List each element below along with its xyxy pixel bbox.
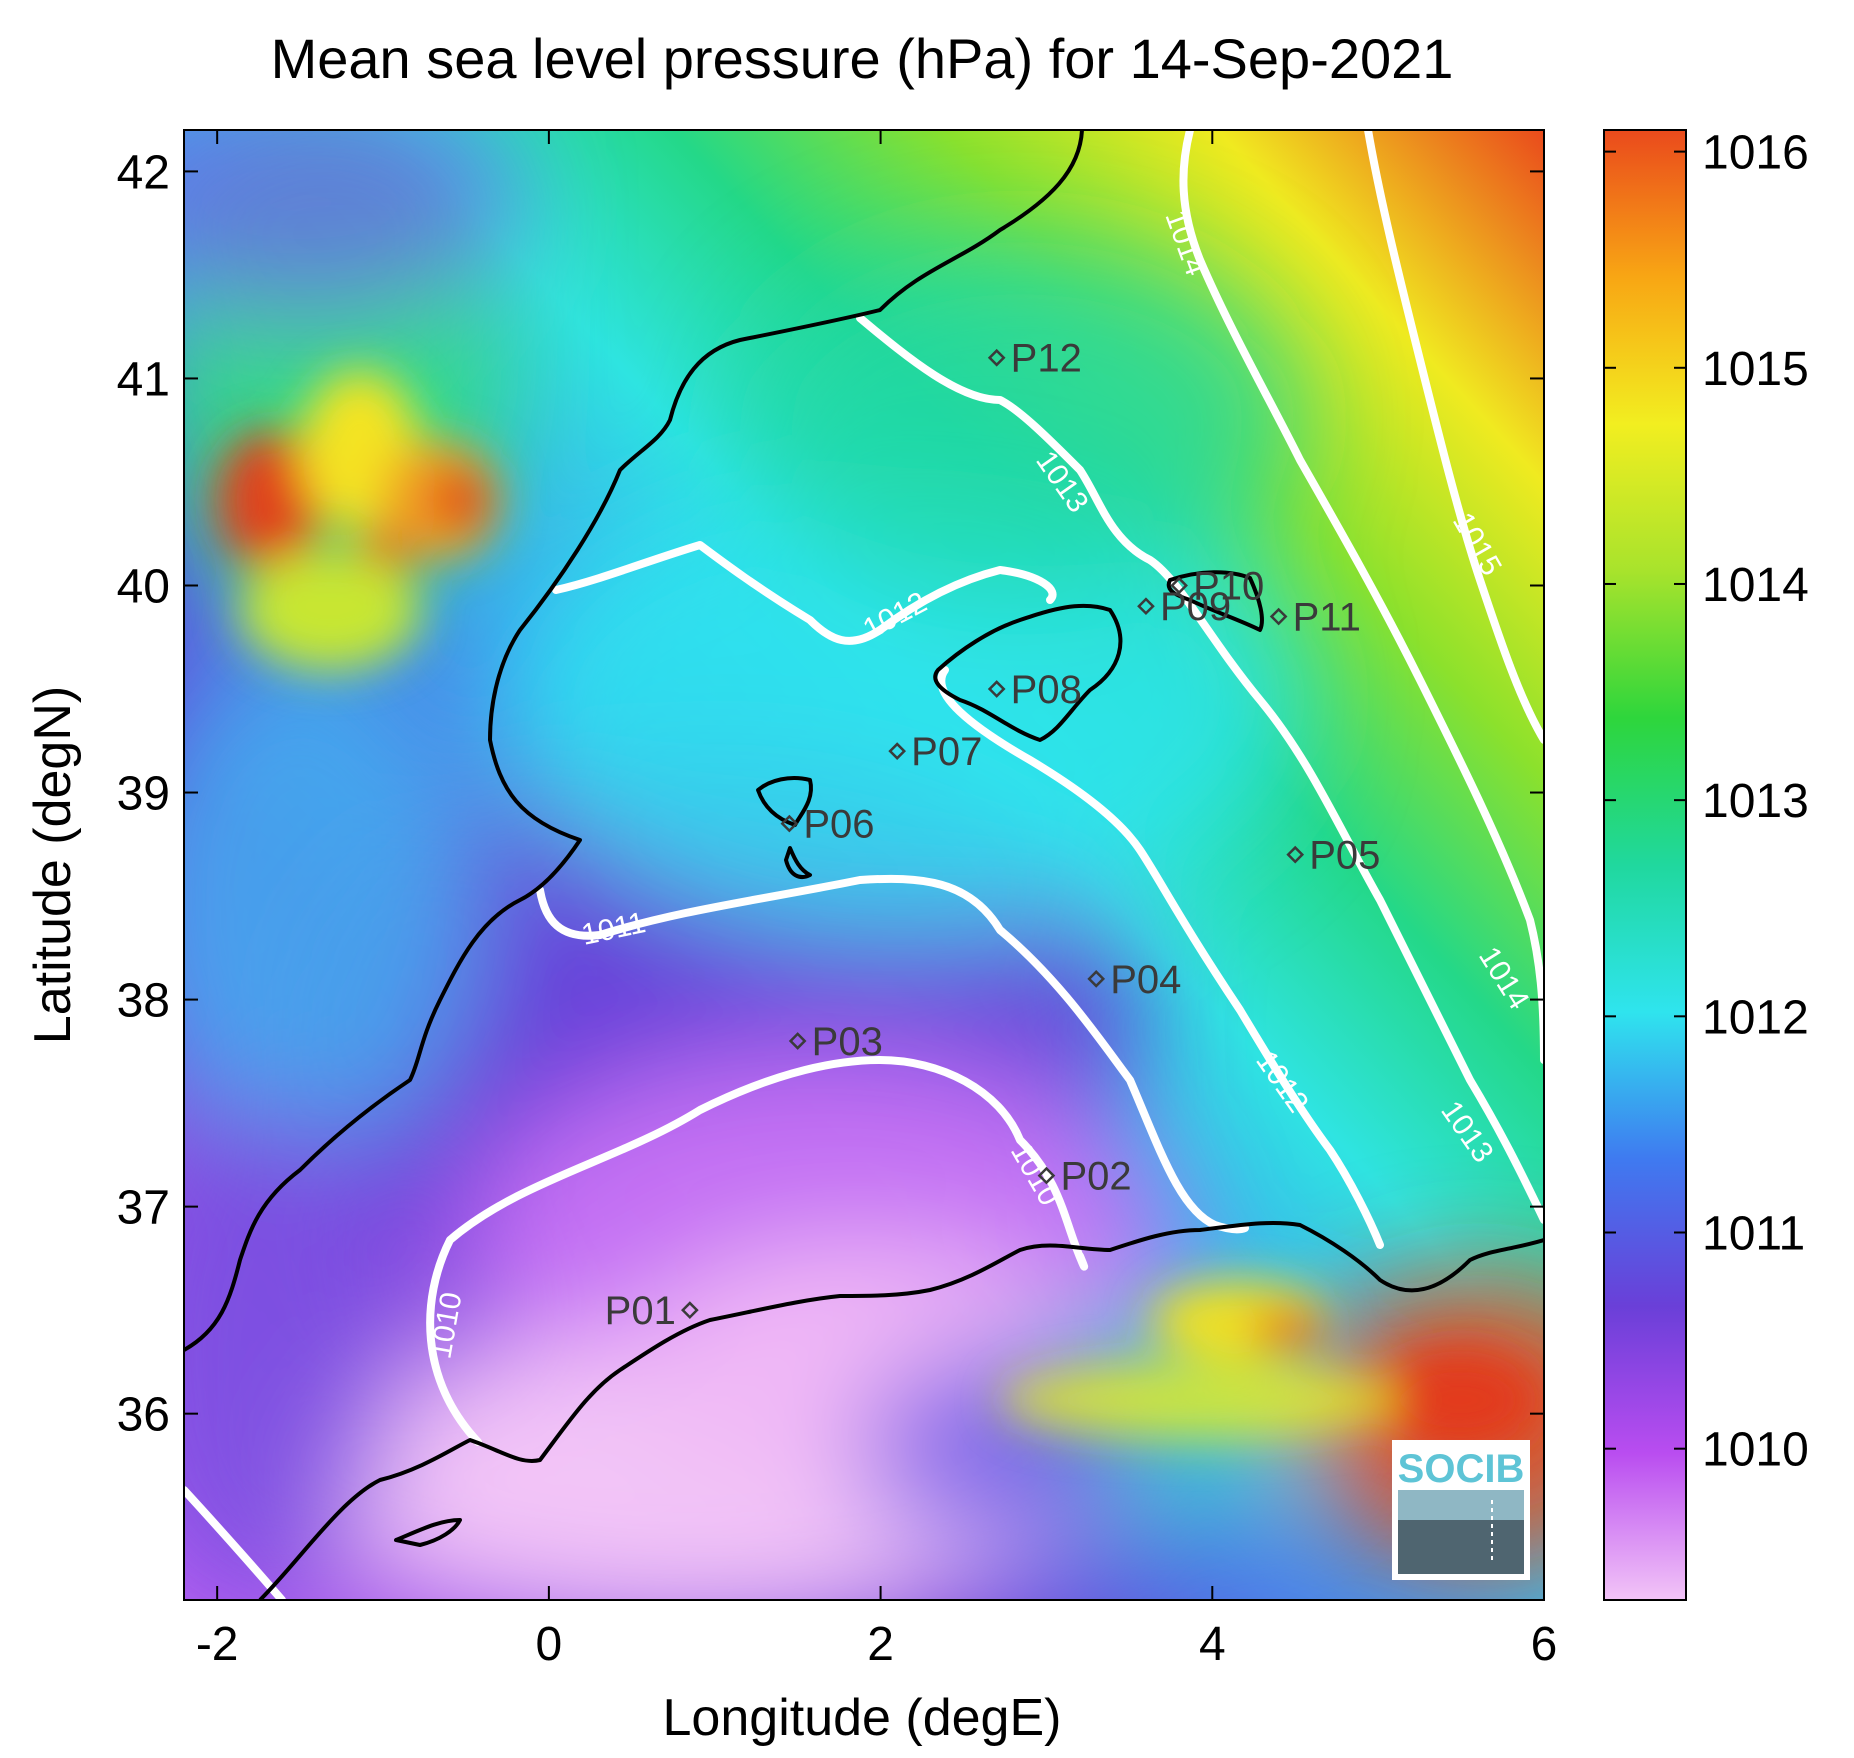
station-label: P11 — [1293, 596, 1361, 640]
y-tick-label: 42 — [117, 146, 170, 199]
coastline-menorca — [1166, 570, 1264, 632]
socib-logo-text: SOCIB — [1398, 1447, 1525, 1491]
y-axis: 36 37 38 39 40 41 42 — [117, 146, 1544, 1442]
x-tick-label: 2 — [867, 1618, 894, 1671]
socib-logo: SOCIB — [1392, 1440, 1530, 1580]
station-label: P03 — [812, 1020, 883, 1064]
colorbar-tick-label: 1010 — [1702, 1424, 1809, 1477]
contour-1015 — [1364, 130, 1544, 744]
y-tick-label: 37 — [117, 1182, 170, 1235]
coastline-alboran — [394, 1518, 462, 1547]
x-axis: -2 0 2 4 6 — [196, 130, 1558, 1671]
colorbar-tick-label: 1016 — [1702, 127, 1809, 180]
station-p07[interactable]: P07 — [888, 730, 982, 774]
colorbar-tick-label: 1015 — [1702, 343, 1809, 396]
y-tick-label: 41 — [117, 353, 170, 406]
station-label: P01 — [605, 1289, 676, 1333]
station-marker — [1286, 845, 1305, 864]
station-label: P07 — [911, 730, 982, 774]
station-p09[interactable]: P09 — [1137, 585, 1231, 629]
colorbar-tick-label: 1012 — [1702, 991, 1809, 1044]
y-tick-label: 38 — [117, 975, 170, 1028]
coastline-ibiza — [756, 776, 813, 880]
land-pressure-features — [215, 370, 1540, 1450]
station-marker — [1087, 970, 1106, 988]
plot-frame — [183, 129, 1545, 1601]
pressure-contours — [184, 130, 1544, 1600]
colorbar-ticks: 1010 1011 1012 1013 1014 1015 1016 — [1604, 127, 1809, 1477]
station-p03[interactable]: P03 — [788, 1020, 883, 1064]
coastline-north-africa — [258, 1220, 1544, 1600]
y-tick-label: 36 — [117, 1389, 170, 1442]
station-label: P05 — [1309, 834, 1380, 878]
coastline-mallorca — [933, 603, 1123, 742]
station-label: P06 — [803, 803, 874, 847]
colorbar-tick-label: 1014 — [1702, 559, 1809, 612]
station-label: P02 — [1060, 1155, 1131, 1199]
station-marker — [888, 742, 907, 760]
colorbar-tick-label: 1013 — [1702, 775, 1809, 828]
station-p12[interactable]: P12 — [987, 337, 1082, 381]
station-p05[interactable]: P05 — [1286, 834, 1380, 878]
x-tick-label: 4 — [1199, 1618, 1226, 1671]
contour-1010 — [426, 1056, 1089, 1446]
station-marker — [1137, 597, 1155, 616]
pressure-field-shading — [184, 130, 1544, 1600]
map-title: Mean sea level pressure (hPa) for 14-Sep… — [271, 27, 1454, 90]
station-marker — [788, 1032, 807, 1050]
station-p02[interactable]: P02 — [1037, 1155, 1132, 1199]
station-p11[interactable]: P11 — [1269, 596, 1361, 640]
station-label: P10 — [1193, 564, 1264, 608]
y-axis-label: Latitude (degN) — [24, 686, 82, 1044]
station-marker — [780, 814, 799, 833]
station-marker — [1170, 576, 1188, 595]
colorbar-tick-label: 1011 — [1702, 1208, 1805, 1261]
station-label: P09 — [1160, 585, 1231, 629]
station-p06[interactable]: P06 — [780, 803, 875, 847]
station-marker — [1269, 607, 1288, 626]
station-label: P08 — [1011, 668, 1082, 712]
contour-1012 — [552, 541, 1384, 1249]
contour-1014 — [1179, 130, 1544, 1064]
y-tick-label: 39 — [117, 768, 170, 821]
station-marker — [987, 680, 1006, 698]
station-marker — [1037, 1166, 1056, 1185]
x-axis-label: Longitude (degE) — [663, 1689, 1062, 1747]
colorbar — [1603, 129, 1687, 1601]
x-tick-label: 6 — [1531, 1618, 1558, 1671]
contour-1010-west — [184, 1486, 286, 1600]
x-tick-label: 0 — [536, 1618, 563, 1671]
station-p01[interactable]: P01 — [605, 1289, 699, 1333]
contour-1013 — [856, 314, 1544, 1224]
contour-1011 — [536, 874, 1249, 1234]
station-p10[interactable]: P10 — [1170, 564, 1264, 608]
station-label: P12 — [1011, 337, 1082, 381]
station-marker — [681, 1301, 699, 1319]
plot-area: 1010 1010 1011 1012 1012 1013 1013 1014 … — [184, 130, 1544, 1600]
y-tick-label: 40 — [117, 560, 170, 613]
station-p08[interactable]: P08 — [987, 668, 1082, 712]
coastline-iberia — [184, 130, 1084, 1352]
coastlines — [184, 130, 1544, 1600]
x-tick-label: -2 — [196, 1618, 239, 1671]
station-p04[interactable]: P04 — [1087, 958, 1181, 1002]
station-marker — [987, 348, 1006, 367]
station-label: P04 — [1110, 958, 1181, 1002]
